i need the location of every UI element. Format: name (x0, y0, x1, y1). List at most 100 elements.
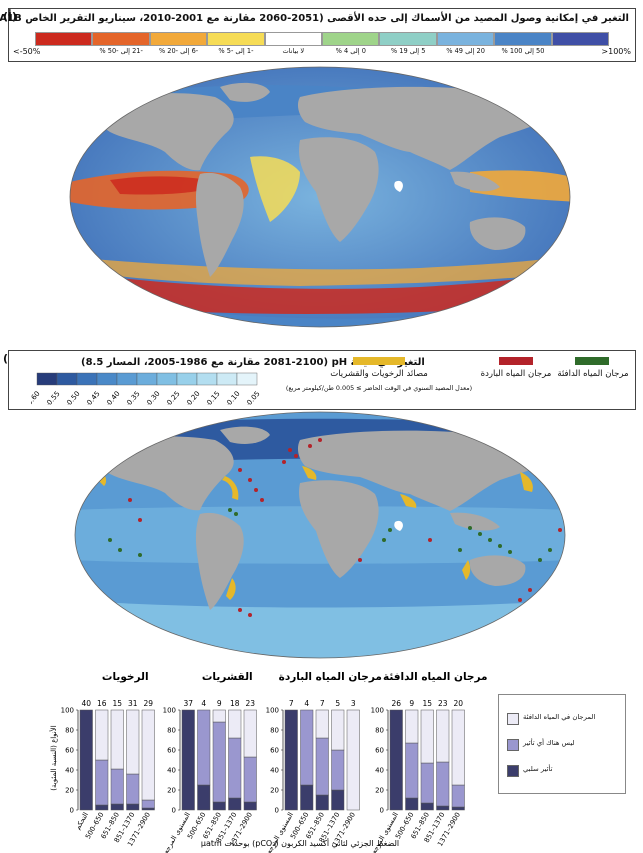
y-axis-label: الأنواع (النسبة المئوية) (49, 725, 58, 790)
warm-water-corals (108, 508, 552, 562)
y-tick-label: 60 (270, 747, 279, 755)
y-tick-label: 40 (167, 767, 176, 775)
y-tick-label: 100 (61, 707, 74, 715)
colorbar-cell-1 (92, 32, 150, 46)
land-greenland (220, 82, 270, 102)
panel-a-colorbar (35, 32, 610, 46)
bar-segment (420, 802, 434, 811)
y-tick-label: 0 (70, 807, 74, 815)
ph-tick-label: -0.10 (224, 390, 242, 405)
shellfish-fisheries (98, 466, 533, 600)
bar-segment (126, 803, 140, 811)
y-tick-label: 40 (65, 767, 74, 775)
land-south-america (195, 512, 244, 610)
bar-chart-title: الرخويات (102, 671, 149, 683)
ph-tick-label: -0.45 (84, 390, 102, 405)
ph-colorbar-cell (156, 372, 178, 386)
ocean-band-equatorial-core (110, 176, 220, 195)
bar-segment (79, 709, 93, 811)
land-indonesia (450, 171, 500, 192)
ph-tick-label: -0.25 (164, 390, 182, 405)
bar-segment (141, 807, 155, 811)
colorbar-label-1: -6 إلى -20 % (158, 47, 199, 55)
y-tick-label: 80 (167, 727, 176, 735)
bar-segment (212, 801, 226, 811)
sample-count: 3 (351, 699, 356, 708)
y-tick-label: 60 (65, 747, 74, 755)
bar-segment (228, 797, 242, 811)
bar-segment (315, 709, 329, 739)
bar-segment (405, 797, 419, 811)
y-tick-label: 20 (65, 787, 74, 795)
bar-segment (95, 709, 109, 761)
land-australia (469, 217, 526, 250)
legend-label-cold-coral: مرجان المياه الباردة (480, 369, 552, 379)
ph-tick-label: -0.50 (64, 390, 82, 405)
legend-swatch-shellfish (353, 357, 405, 365)
sample-count: 4 (201, 699, 206, 708)
y-tick-label: 100 (266, 707, 279, 715)
sample-count: 26 (391, 699, 401, 708)
colorbar-label-2: -1 إلى -5 % (218, 47, 254, 55)
y-tick-label: 20 (375, 787, 384, 795)
land-africa (299, 137, 379, 242)
y-tick-label: 80 (270, 727, 279, 735)
ocean-band-atlantic (250, 156, 300, 222)
legend-label: تأثير سلبي (523, 765, 553, 773)
colorbar-label-3: لا بيانات (282, 47, 305, 55)
ph-tick-label: -0.60 (31, 390, 42, 405)
ph-tick-label: -0.20 (184, 390, 202, 405)
sample-count: 31 (128, 699, 138, 708)
bar-chart-title: مرجان المياه الباردة (279, 671, 382, 683)
y-tick-label: 60 (167, 747, 176, 755)
bar-chart-title: مرجان المياه الدافئة (383, 671, 488, 683)
colorbar-label-0: -21 إلى -50 % (99, 47, 143, 55)
sample-count: 20 (453, 699, 463, 708)
colorbar-label-spacer (35, 47, 92, 55)
bar-segment (331, 709, 345, 751)
bar-segment (110, 768, 124, 805)
land-africa (299, 480, 379, 578)
legend-swatch-warm-coral (575, 357, 609, 365)
panel-a-label-min: <-50% (13, 47, 41, 56)
panel-a-tag: (أ) (3, 10, 17, 23)
legend-swatch (507, 713, 519, 725)
legend-item-no-effect: ليس هناك أي تأثير (507, 739, 621, 753)
y-tick-label: 80 (375, 727, 384, 735)
bar-segment (284, 709, 298, 811)
lake-caspian (394, 180, 403, 192)
colorbar-label-5: 5 إلى 19 % (390, 47, 426, 55)
ph-tick-label: -0.05 (244, 390, 262, 405)
bar-segment (212, 709, 226, 723)
legend-item-negative-effect: تأثير سلبي (507, 765, 621, 779)
panel-b-legend: التغير في قيمة pH (2081-2100 مقارنة مع 1… (8, 350, 636, 410)
land-indonesia (450, 512, 500, 531)
land-south-america (195, 172, 244, 277)
sample-count: 37 (183, 699, 193, 708)
bar-segment (197, 784, 211, 811)
legend-label-shellfish: مصائد الرخويات والقشريات (330, 369, 428, 379)
panel-a-label-max: >100% (601, 47, 631, 56)
sample-count: 7 (289, 699, 294, 708)
colorbar-label-4: 0 إلى 4 % (335, 47, 366, 55)
sample-count: 15 (422, 699, 432, 708)
bar-segment (141, 709, 155, 801)
bar-segment (243, 801, 257, 811)
bar-segment (315, 794, 329, 811)
bar-chart-2: مرجان المياه الباردة1008060402007المستوى… (262, 671, 382, 853)
y-tick-label: 20 (167, 787, 176, 795)
bar-segment (300, 784, 314, 811)
ph-colorbar-cell (196, 372, 218, 386)
x-tick-label: المستوى المرجعي (159, 811, 192, 853)
bar-segment (451, 806, 465, 811)
lake-caspian (394, 520, 403, 531)
ph-colorbar-cell (36, 372, 58, 386)
y-tick-label: 0 (172, 807, 176, 815)
ph-colorbar-cell (236, 372, 258, 386)
land-eurasia (297, 86, 550, 170)
ph-colorbar-cell (116, 372, 138, 386)
bar-segment (300, 709, 314, 786)
legend-swatch-cold-coral (499, 357, 533, 365)
colorbar-cell-0 (35, 32, 93, 46)
